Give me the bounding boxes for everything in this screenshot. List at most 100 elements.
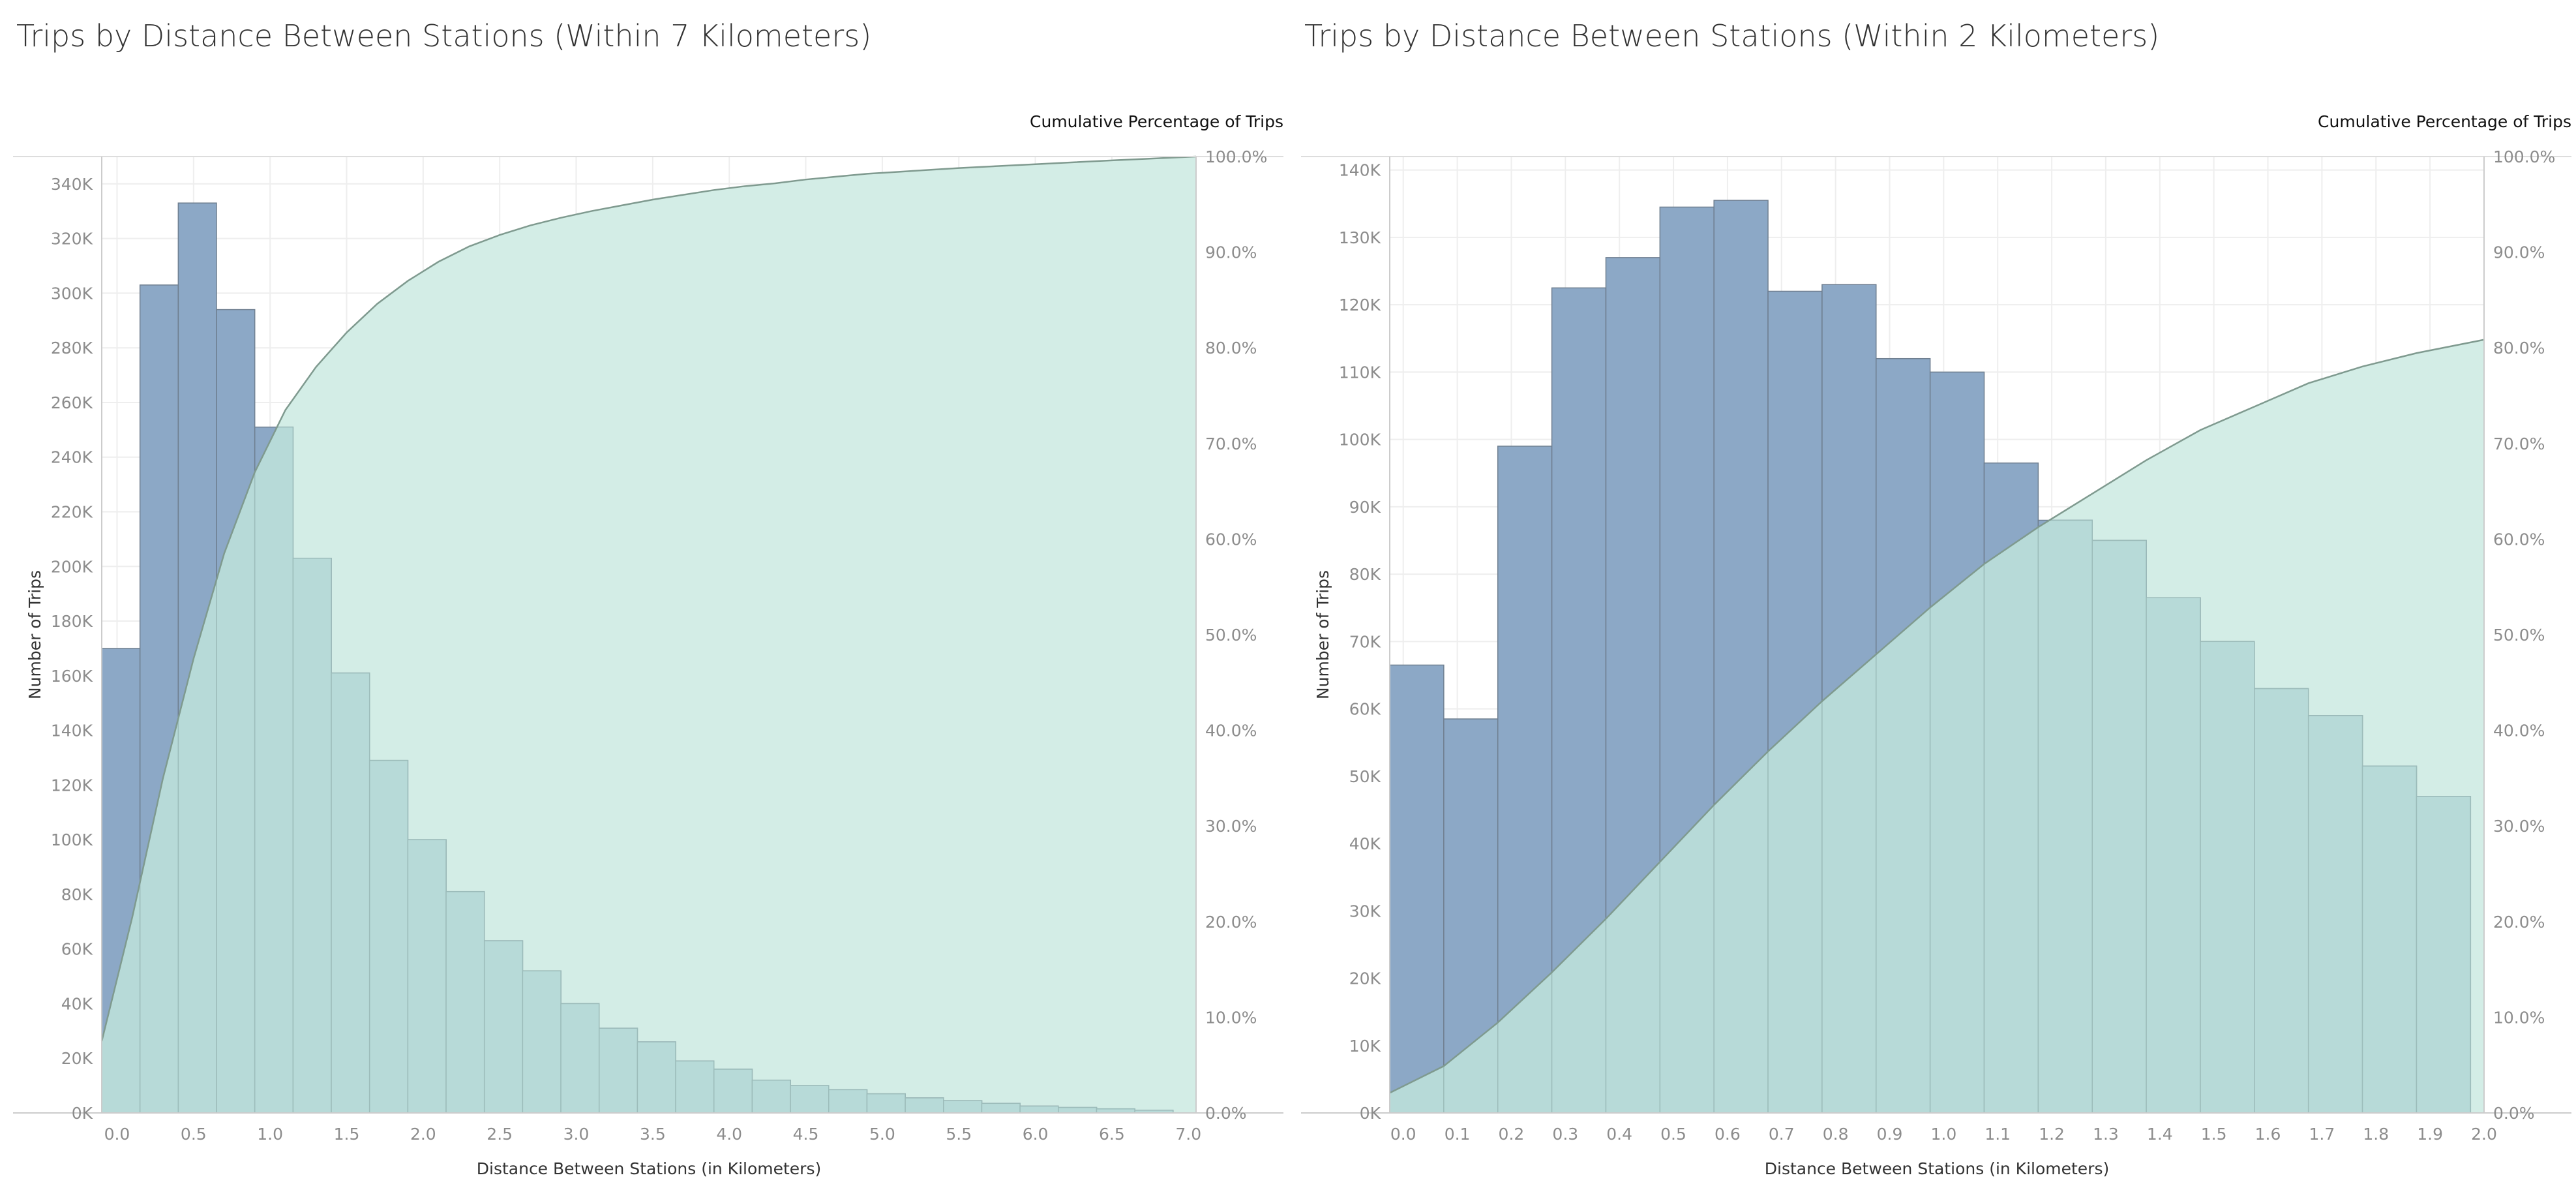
- x-tick-label: 0.0: [1390, 1125, 1416, 1144]
- x-tick-label: 0.5: [181, 1125, 207, 1144]
- x-tick-label: 1.5: [2201, 1125, 2227, 1144]
- bar-overlap: [2037, 519, 2093, 1113]
- bar-overlap: [560, 1003, 600, 1113]
- x-tick-label: 0.1: [1445, 1125, 1471, 1144]
- bar-overlap: [790, 1085, 830, 1113]
- chart-svg: 0K 10K 20K 30K 40K 50K 60K 70K 80K 90K 100K 110K 120…: [1301, 112, 2571, 1178]
- y-tick-label: 140K: [51, 722, 93, 740]
- x-tick-label: 5.5: [946, 1125, 972, 1144]
- y-tick-label: 100K: [51, 830, 93, 849]
- y-tick-label: 340K: [51, 175, 93, 194]
- chart-panel-right: Trips by Distance Between Stations (With…: [1288, 0, 2576, 1201]
- x-tick-label: 0.9: [1877, 1125, 1903, 1144]
- y-tick-label: 140K: [1339, 161, 1381, 180]
- x-tick-label: 1.6: [2255, 1125, 2281, 1144]
- x-tick-label: 1.3: [2093, 1125, 2119, 1144]
- y-axis-title: Number of Trips: [1313, 570, 1332, 699]
- x-tick-label: 3.5: [640, 1125, 666, 1144]
- bar-overlap: [828, 1089, 868, 1113]
- y2-tick-label: 40.0%: [1205, 722, 1257, 740]
- y-tick-label: 320K: [51, 230, 93, 249]
- cumulative-line: [100, 155, 1197, 1042]
- y2-tick-label: 0.0%: [2493, 1104, 2535, 1123]
- y2-tick-label: 30.0%: [1205, 817, 1257, 836]
- x-axis-title: Distance Between Stations (in Kilometers…: [477, 1159, 822, 1178]
- bar-overlap: [905, 1097, 944, 1113]
- bar-overlap: [943, 1100, 983, 1113]
- y2-tick-label: 80.0%: [1205, 339, 1257, 357]
- bar-overlap: [981, 1102, 1021, 1113]
- bar-overlap: [407, 839, 447, 1113]
- y2-tick-label: 10.0%: [2493, 1008, 2545, 1027]
- bar-overlap: [1983, 462, 2039, 1113]
- x-tick-label: 1.7: [2309, 1125, 2335, 1144]
- y2-tick-label: 20.0%: [1205, 913, 1257, 932]
- bar-overlap: [2416, 796, 2472, 1113]
- chart-panel-left: Trips by Distance Between Stations (With…: [13, 18, 1283, 1178]
- x-tick-label: 7.0: [1175, 1125, 1201, 1144]
- y-tick-label: 130K: [1339, 228, 1381, 247]
- y2-tick-label: 60.0%: [1205, 530, 1257, 549]
- bar-overlap: [522, 970, 562, 1113]
- x-axis-title: Distance Between Stations (in Kilometers…: [1765, 1159, 2110, 1178]
- x-tick-label: 1.0: [257, 1125, 283, 1144]
- y-tick-label: 50K: [1349, 767, 1381, 786]
- bar-overlap: [368, 759, 409, 1113]
- y-tick-label: 80K: [1349, 565, 1381, 584]
- x-tick-label: 0.7: [1769, 1125, 1795, 1144]
- chart-svg: 0K 20K 40K 60K 80K 100K 120K 140K 160K 180K 200K 22…: [13, 112, 1283, 1178]
- x-tick-label: 1.5: [334, 1125, 360, 1144]
- y2-tick-label: 20.0%: [2493, 913, 2545, 932]
- y2-tick-label: 80.0%: [2493, 339, 2545, 357]
- bar-overlap: [2200, 641, 2255, 1113]
- x-tick-labels: 0.0 0.1 0.2 0.3 0.4 0.5 0.6 0.7 0.8 0.9 1.0 1.1 1.2 1…: [1390, 1125, 2497, 1144]
- bar-overlap: [713, 1069, 753, 1113]
- y2-axis-title: Cumulative Percentage of Trips: [2318, 112, 2571, 131]
- y2-tick-label: 70.0%: [1205, 434, 1257, 453]
- bar-overlap: [2254, 688, 2309, 1113]
- bar-overlap: [483, 940, 524, 1113]
- y-tick-label: 30K: [1349, 902, 1381, 920]
- y2-tick-label: 100.0%: [1205, 147, 1267, 166]
- x-tick-label: 4.5: [793, 1125, 819, 1144]
- y-tick-label: 120K: [1339, 296, 1381, 314]
- cumulative-line: [1389, 339, 2485, 1094]
- y2-tick-label: 40.0%: [2493, 722, 2545, 740]
- bar-overlap: [1019, 1105, 1059, 1113]
- y-tick-label: 20K: [1349, 969, 1381, 988]
- y2-tick-label: 100.0%: [2493, 147, 2555, 166]
- y-axis-title: Number of Trips: [25, 570, 44, 699]
- y-tick-label: 40K: [1349, 834, 1381, 853]
- y2-tick-label: 50.0%: [1205, 626, 1257, 645]
- x-tick-label: 4.0: [716, 1125, 742, 1144]
- x-tick-label: 1.2: [2039, 1125, 2065, 1144]
- y2-tick-label: 30.0%: [2493, 817, 2545, 836]
- bar: [1389, 664, 1445, 1114]
- bar-overlap: [445, 890, 485, 1113]
- y2-tick-label: 50.0%: [2493, 626, 2545, 645]
- x-tick-label: 0.0: [104, 1125, 130, 1144]
- x-tick-label: 0.8: [1823, 1125, 1849, 1144]
- y2-axis-title: Cumulative Percentage of Trips: [1030, 112, 1283, 131]
- y2-tick-labels: 0.0% 10.0% 20.0% 30.0% 40.0% 50.0% 60.0% 70.0% 8…: [1205, 147, 1267, 1123]
- y-tick-label: 40K: [61, 994, 93, 1013]
- x-tick-label: 0.4: [1606, 1125, 1632, 1144]
- x-tick-label: 0.3: [1552, 1125, 1578, 1144]
- chart-title: Trips by Distance Between Stations (With…: [16, 18, 872, 53]
- y-tick-label: 100K: [1339, 431, 1381, 449]
- x-tick-label: 0.5: [1660, 1125, 1686, 1144]
- x-tick-label: 6.5: [1099, 1125, 1125, 1144]
- y-tick-label: 200K: [51, 557, 93, 576]
- x-tick-label: 1.0: [1930, 1125, 1956, 1144]
- y-tick-label: 120K: [51, 776, 93, 795]
- y-tick-label: 10K: [1349, 1037, 1381, 1056]
- y-tick-label: 260K: [51, 393, 93, 412]
- bar-overlap: [2361, 765, 2418, 1113]
- y-tick-label: 20K: [61, 1049, 93, 1068]
- x-tick-label: 1.9: [2417, 1125, 2443, 1144]
- y-tick-label: 0K: [1360, 1104, 1381, 1123]
- y2-tick-label: 70.0%: [2493, 434, 2545, 453]
- y2-tick-label: 90.0%: [2493, 243, 2545, 262]
- bar-overlap: [866, 1093, 906, 1113]
- bar-overlap: [2146, 597, 2201, 1113]
